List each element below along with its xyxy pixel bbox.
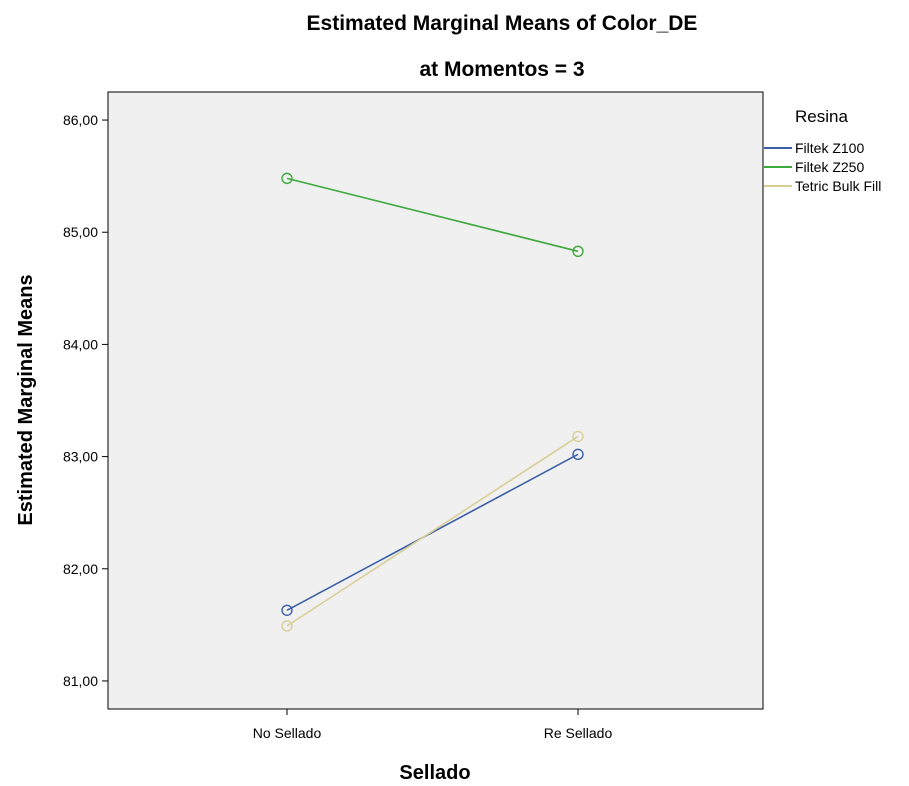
x-axis: No Sellado Re Sellado [253, 709, 613, 741]
y-tick-label: 84,00 [63, 336, 98, 352]
series-line-1 [286, 177, 579, 253]
data-point [281, 604, 293, 616]
chart-title: Estimated Marginal Means of Color_DE [307, 12, 698, 35]
y-tick-label: 82,00 [63, 561, 98, 577]
y-tick-label: 86,00 [63, 112, 98, 128]
series-line-0 [286, 453, 579, 611]
data-point [281, 172, 293, 185]
x-tick-label: Re Sellado [544, 725, 613, 741]
legend-item-label: Tetric Bulk Fill [795, 178, 881, 194]
data-point [572, 245, 584, 257]
x-axis-title: Sellado [399, 762, 470, 784]
data-point [281, 620, 293, 632]
series-layer [281, 172, 584, 632]
y-axis: 81,00 82,00 83,00 84,00 85,00 86,00 [63, 112, 108, 689]
plot-area [107, 91, 764, 710]
legend-items: Filtek Z100 Filtek Z250 Tetric Bulk Fill [764, 140, 881, 194]
y-tick-label: 83,00 [63, 449, 98, 465]
y-axis-title: Estimated Marginal Means [15, 274, 37, 525]
y-tick-label: 85,00 [63, 224, 98, 240]
y-tick-label: 81,00 [63, 673, 98, 689]
data-point [572, 448, 584, 461]
legend-title: Resina [795, 107, 848, 126]
legend-item-label: Filtek Z100 [795, 140, 864, 156]
legend-item-label: Filtek Z250 [795, 159, 864, 175]
x-tick-label: No Sellado [253, 725, 322, 741]
data-point [572, 430, 584, 443]
series-line-2 [286, 435, 579, 627]
legend: Resina Filtek Z100 Filtek Z250 Tetric Bulk… [764, 107, 881, 194]
chart-subtitle: at Momentos = 3 [419, 58, 584, 81]
